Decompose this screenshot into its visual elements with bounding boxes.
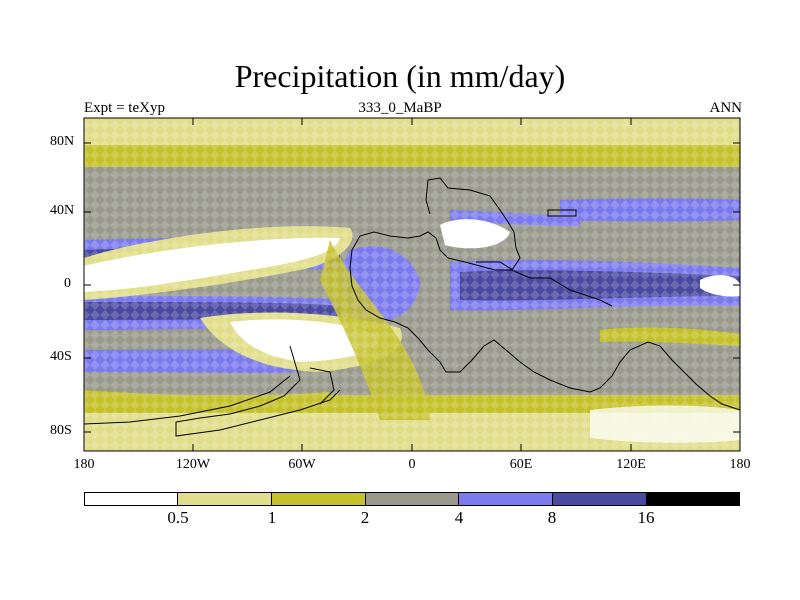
map-title: Precipitation (in mm/day): [234, 58, 566, 94]
colorbar-box-2: [271, 492, 366, 506]
colorbar-box-5: [552, 492, 647, 506]
lon-tick-180e: 180: [729, 457, 751, 472]
lon-tick-180w: 180: [73, 457, 95, 472]
coastlines: [84, 177, 740, 437]
colorbar-label-2: 2: [360, 508, 370, 527]
lon-tick-60e: 60E: [509, 457, 533, 472]
colorbar-box-3: [365, 492, 459, 506]
colorbar-label-5: 16: [637, 508, 655, 527]
colorbar-box-4: [458, 492, 553, 506]
time-label: 333_0_MaBP: [358, 100, 442, 116]
lon-tick-0: 0: [408, 457, 416, 472]
season-label: ANN: [709, 100, 743, 116]
lat-tick-80s: 80S: [50, 423, 72, 438]
experiment-label: Expt = teXyp: [84, 100, 165, 116]
colorbar-label-3: 4: [454, 508, 464, 527]
lat-tick-40n: 40N: [50, 203, 75, 218]
colorbar-label-0: 0.5: [167, 508, 189, 527]
lon-tick-120e: 120E: [616, 457, 646, 472]
lat-tick-80n: 80N: [50, 134, 75, 149]
dither-texture: [84, 118, 740, 451]
lat-tick-0: 0: [64, 276, 71, 291]
colorbar-label-4: 8: [547, 508, 557, 527]
lon-tick-60w: 60W: [288, 457, 316, 472]
lat-tick-40s: 40S: [50, 349, 72, 364]
lon-tick-120w: 120W: [175, 457, 211, 472]
colorbar-box-1: [177, 492, 272, 506]
axis-ticks: [84, 118, 740, 451]
colorbar-box-0: [84, 492, 178, 506]
colorbar-box-6: [646, 492, 740, 506]
colorbar-label-1: 1: [267, 508, 277, 527]
colorbar: [84, 492, 740, 506]
